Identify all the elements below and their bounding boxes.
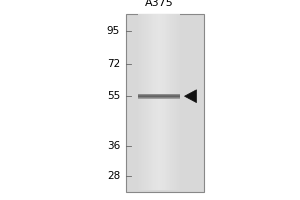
Bar [169, 14, 170, 190]
Bar [176, 14, 177, 190]
Bar [160, 14, 162, 190]
Bar [138, 96, 180, 97]
Bar [144, 14, 145, 190]
Bar [178, 14, 180, 190]
Bar [155, 14, 156, 190]
Bar [142, 14, 144, 190]
Bar [173, 14, 174, 190]
Bar [165, 14, 166, 190]
Bar [156, 14, 158, 190]
Bar [141, 14, 142, 190]
Bar [151, 14, 152, 190]
Bar [140, 14, 141, 190]
Bar [166, 14, 167, 190]
Bar [159, 14, 160, 190]
Bar [138, 97, 180, 98]
Bar [138, 95, 180, 96]
Bar [158, 14, 159, 190]
Bar [153, 14, 155, 190]
Bar [162, 14, 163, 190]
Bar [138, 98, 180, 99]
Text: 55: 55 [107, 91, 120, 101]
Bar [126, 14, 204, 192]
Text: 95: 95 [107, 26, 120, 36]
Bar [163, 14, 165, 190]
Bar [146, 14, 148, 190]
Polygon shape [184, 90, 196, 103]
Bar [148, 14, 149, 190]
Bar [152, 14, 153, 190]
Bar [138, 14, 140, 190]
Text: A375: A375 [145, 0, 173, 8]
Bar [177, 14, 178, 190]
Text: 72: 72 [107, 59, 120, 69]
Bar [172, 14, 173, 190]
Bar [149, 14, 151, 190]
Bar [167, 14, 169, 190]
Text: 28: 28 [107, 171, 120, 181]
Bar [145, 14, 146, 190]
Bar [174, 14, 176, 190]
Text: 36: 36 [107, 141, 120, 151]
Bar [170, 14, 172, 190]
Bar [138, 94, 180, 95]
